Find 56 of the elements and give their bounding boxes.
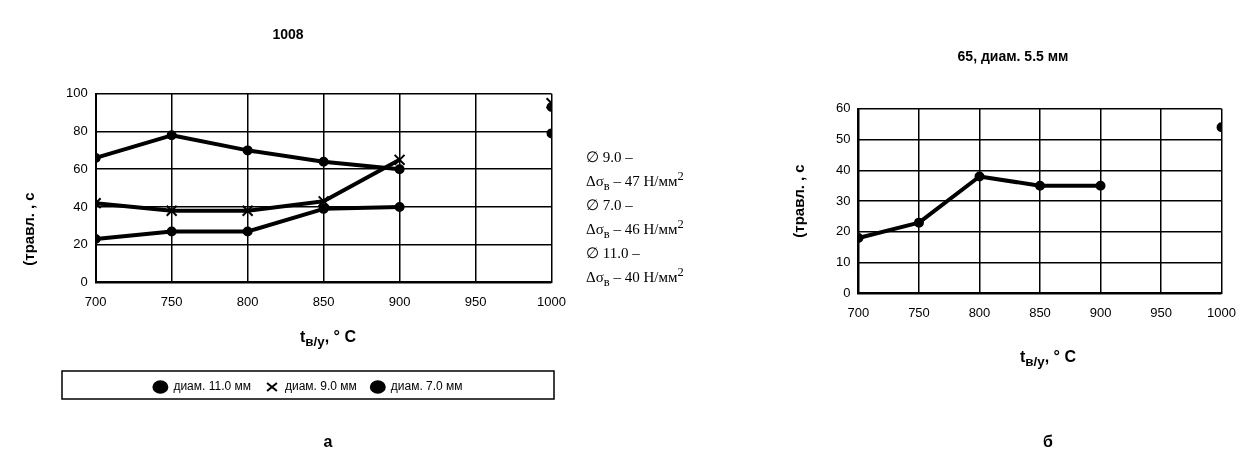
y-tick-label: 60 (73, 160, 88, 176)
y-tick-label: 0 (843, 284, 851, 300)
x-tick-label: 1000 (537, 293, 566, 309)
x-tick-label: 950 (1150, 304, 1172, 320)
point (165, 204, 178, 217)
y-tick-label: 30 (835, 192, 851, 208)
y-tick-label: 20 (835, 223, 851, 239)
x-tick-label: 850 (1029, 304, 1051, 320)
point (913, 217, 924, 228)
y-axis-title: (травл. , с (19, 191, 37, 266)
x-tick-label: 850 (312, 293, 335, 309)
legend-label: диам. 11.0 мм (173, 379, 251, 394)
x-tick-label: 700 (847, 304, 870, 320)
y-axis-title: (травл. , с (789, 164, 807, 238)
x-tick-label: 750 (908, 304, 930, 320)
y-tick-label: 100 (65, 85, 88, 101)
x-tick-label: 700 (84, 293, 107, 309)
point (318, 203, 329, 214)
text: а (322, 433, 334, 451)
legend-label: диам. 7.0 мм (390, 379, 463, 394)
x-tick-label: 750 (160, 293, 183, 309)
x-tick-label: 900 (1089, 304, 1112, 320)
y-tick-label: 50 (835, 131, 851, 147)
point (394, 164, 405, 175)
x-tick-label: 800 (236, 293, 259, 309)
y-tick-label: 40 (73, 198, 88, 214)
point (242, 226, 253, 237)
x-tick-label: 800 (968, 304, 991, 320)
point (166, 226, 177, 237)
x-tick-label: 950 (464, 293, 487, 309)
point (318, 156, 329, 167)
y-tick-label: 40 (835, 161, 851, 177)
point (241, 204, 254, 217)
chart-title: 65, диам. 5.5 мм (956, 48, 1070, 64)
point (242, 145, 253, 156)
point (393, 153, 406, 166)
x-axis-title: t$_{в/у}$, ° С (299, 328, 357, 350)
text: ∅ 9.0 – Δσ$_{в}$ – 47 Н/мм$^{2}$ (586, 148, 685, 195)
point (1035, 180, 1045, 191)
text: ∅ 11.0 – Δσ$_{в}$ – 40 Н/мм$^{2}$ (586, 244, 685, 291)
y-tick-label: 80 (73, 123, 88, 139)
text: ∅ 7.0 – Δσ$_{в}$ – 46 Н/мм$^{2}$ (586, 196, 685, 243)
point (394, 201, 405, 212)
y-tick-label: 10 (835, 254, 851, 270)
x-axis-title: t$_{в/у}$, ° С (1019, 348, 1077, 370)
point (974, 171, 985, 182)
text: б (1042, 433, 1054, 451)
y-tick-label: 20 (73, 236, 88, 252)
x-tick-label: 900 (388, 293, 411, 309)
x-tick-label: 1000 (1207, 304, 1236, 320)
y-tick-label: 0 (80, 273, 88, 289)
chart-title: 1008 (271, 26, 305, 42)
legend-label: диам. 9.0 мм (284, 379, 357, 394)
point (166, 130, 177, 141)
y-tick-label: 60 (835, 100, 851, 116)
point (1095, 180, 1106, 191)
